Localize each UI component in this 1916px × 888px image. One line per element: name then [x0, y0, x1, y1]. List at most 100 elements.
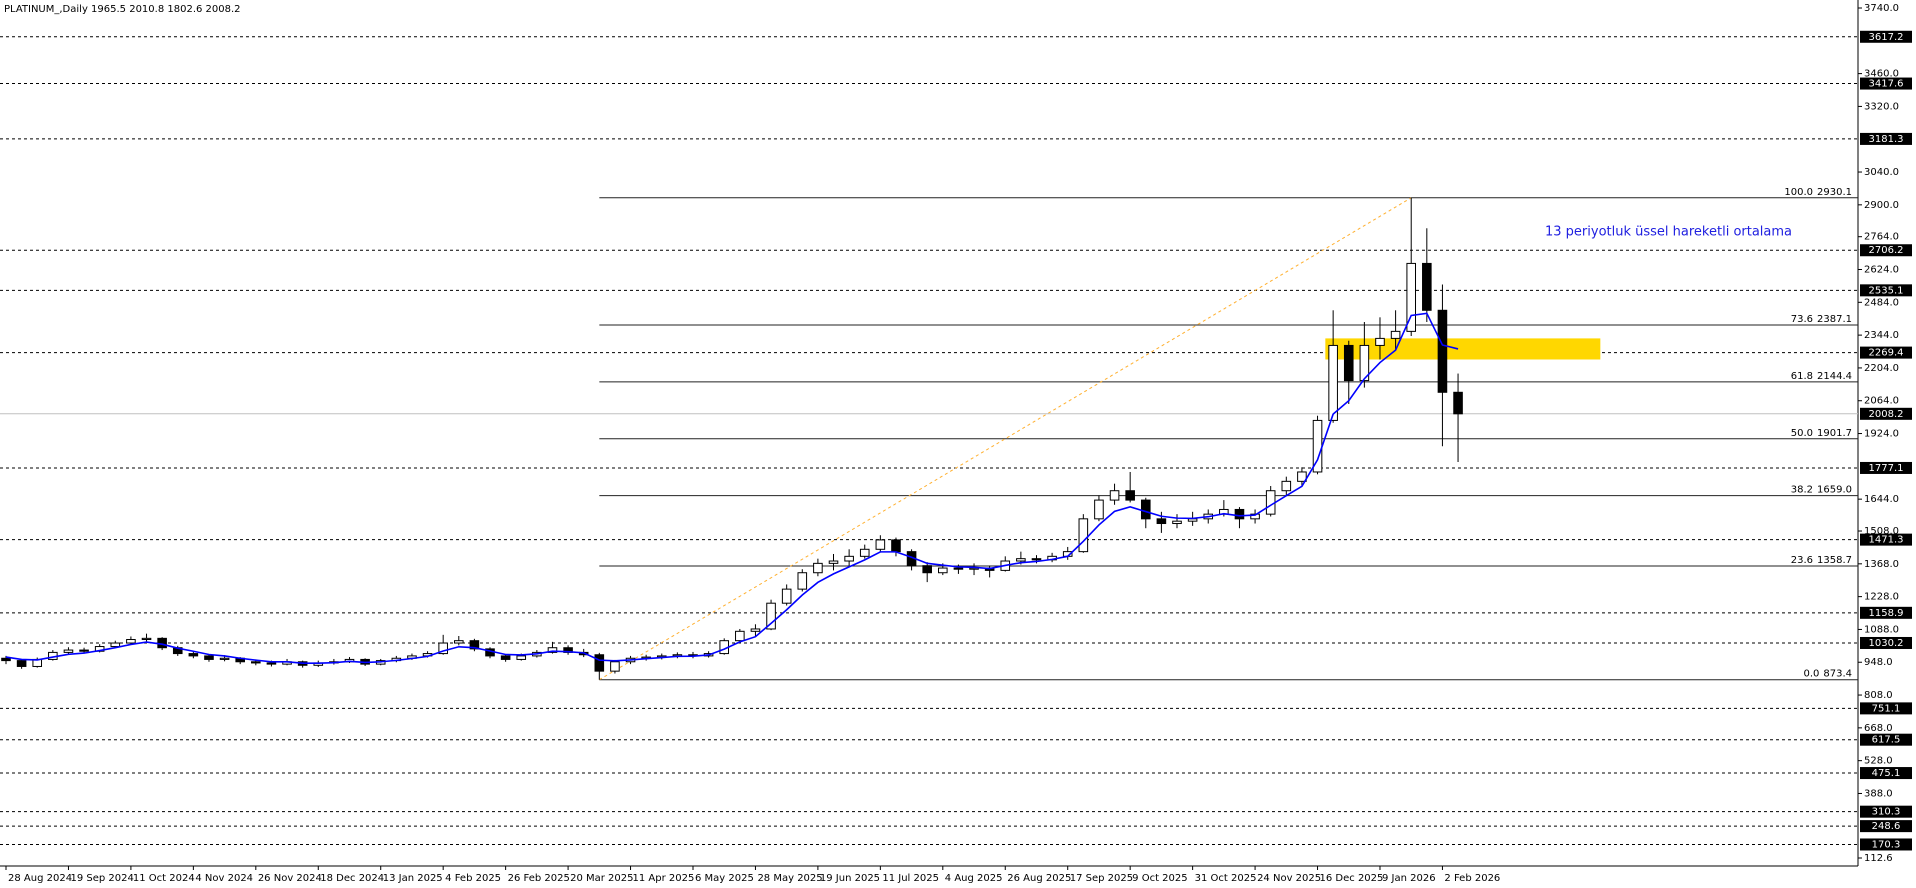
y-tick-label: 1368.0	[1864, 559, 1899, 570]
level-box	[1860, 838, 1912, 851]
level-box	[1860, 636, 1912, 649]
candle-body	[610, 661, 620, 672]
level-label: 751.1	[1872, 703, 1901, 714]
y-tick-label: 1228.0	[1864, 592, 1899, 603]
level-label: 2535.1	[1869, 285, 1904, 296]
level-label: 475.1	[1872, 768, 1901, 779]
fib-value-label: 2387.1	[1817, 314, 1852, 325]
candle-body	[469, 640, 480, 650]
level-box	[1860, 820, 1912, 833]
candle-body	[766, 602, 776, 630]
candle-body	[859, 548, 870, 557]
fib-ratio-label: 100.0	[1784, 187, 1813, 198]
candle-body	[1234, 508, 1245, 520]
candle-body	[735, 630, 745, 642]
level-box	[1860, 702, 1912, 715]
candle-body	[1109, 490, 1120, 501]
y-tick-label: 2064.0	[1864, 396, 1899, 407]
candle-body	[1031, 558, 1042, 561]
annotation: 13 periyotluk üssel hareketli ortalama	[1545, 225, 1792, 240]
candle-body	[1125, 490, 1135, 501]
y-tick-label: 808.0	[1864, 690, 1893, 701]
x-tick-label: 6 May 2025	[695, 873, 754, 884]
y-tick-label: 388.0	[1864, 788, 1893, 799]
level-box	[1860, 132, 1912, 145]
x-tick-label: 28 Aug 2024	[8, 873, 72, 884]
fib-value-label: 1358.7	[1817, 555, 1852, 566]
level-box	[1860, 733, 1912, 746]
candle-body	[1094, 499, 1104, 520]
fib-ratio-label: 61.8	[1791, 371, 1813, 382]
level-box	[1860, 77, 1912, 90]
y-tick-label: 2204.0	[1864, 363, 1899, 374]
candle-body	[251, 661, 261, 664]
candle-body	[547, 647, 558, 653]
y-tick-label: 528.0	[1864, 756, 1893, 767]
fib-ratio-label: 50.0	[1791, 428, 1813, 439]
candle-body	[1328, 344, 1338, 421]
candle-body	[79, 649, 89, 652]
level-box	[1860, 346, 1912, 359]
candle-body	[594, 654, 605, 672]
level-label: 170.3	[1872, 839, 1901, 850]
level-box	[1860, 805, 1912, 818]
x-tick-label: 19 Jun 2025	[820, 873, 880, 884]
y-tick-label: 2900.0	[1864, 200, 1899, 211]
y-tick-label: 2764.0	[1864, 232, 1899, 243]
current-price-label: 2008.2	[1869, 409, 1904, 420]
level-box	[1860, 284, 1912, 297]
candle-body	[266, 662, 277, 665]
fib-ratio-label: 0.0	[1803, 669, 1819, 680]
candle-body	[1297, 471, 1307, 482]
trendline	[599, 197, 1412, 681]
fib-ratio-label: 23.6	[1791, 555, 1813, 566]
candle-body	[875, 539, 886, 550]
level-label: 3181.3	[1869, 134, 1904, 145]
x-tick-label: 2 Feb 2026	[1444, 873, 1500, 884]
chart-title: PLATINUM_,Daily 1965.5 2010.8 1802.6 200…	[4, 4, 241, 15]
level-label: 2269.4	[1869, 348, 1904, 359]
level-label: 1158.9	[1869, 608, 1904, 619]
candle-body	[1140, 499, 1151, 520]
candle-body	[1078, 518, 1089, 553]
x-tick-label: 4 Nov 2024	[195, 873, 253, 884]
candle-body	[1281, 480, 1292, 492]
candle-body	[188, 653, 199, 657]
x-tick-label: 4 Feb 2025	[445, 873, 501, 884]
x-tick-label: 13 Jan 2025	[383, 873, 443, 884]
level-label: 248.6	[1872, 821, 1901, 832]
x-tick-label: 11 Apr 2025	[633, 873, 695, 884]
y-tick-label: 1088.0	[1864, 624, 1899, 635]
candle-body	[1156, 518, 1167, 525]
y-tick-label: 948.0	[1864, 657, 1893, 668]
candle-body	[516, 655, 527, 660]
candle-body	[1359, 344, 1370, 382]
candle-body	[797, 572, 808, 590]
level-box	[1860, 461, 1912, 474]
y-tick-label: 1644.0	[1864, 494, 1899, 505]
candle-body	[63, 649, 74, 653]
candle-body	[110, 642, 121, 648]
candle-body	[938, 567, 948, 574]
candle-body	[1016, 558, 1026, 562]
candle-body	[141, 637, 152, 641]
y-tick-label: 2344.0	[1864, 330, 1899, 341]
candle-body	[1453, 391, 1463, 415]
candle-body	[1437, 309, 1448, 393]
level-label: 2706.2	[1869, 245, 1904, 256]
fib-ratio-label: 73.6	[1791, 314, 1813, 325]
fib-value-label: 2930.1	[1817, 187, 1852, 198]
candle-body	[1343, 344, 1354, 382]
y-tick-label: 2484.0	[1864, 297, 1899, 308]
x-tick-label: 9 Jan 2026	[1382, 873, 1436, 884]
y-tick-label: 1508.0	[1864, 526, 1899, 537]
x-tick-label: 11 Jul 2025	[882, 873, 939, 884]
fib-value-label: 1901.7	[1817, 428, 1852, 439]
candle-body	[844, 555, 854, 562]
level-label: 617.5	[1872, 735, 1901, 746]
x-tick-label: 31 Oct 2025	[1195, 873, 1257, 884]
fib-value-label: 1659.0	[1817, 485, 1852, 496]
candle-body	[219, 657, 230, 660]
x-tick-label: 9 Oct 2025	[1132, 873, 1187, 884]
candle-body	[1390, 330, 1401, 339]
